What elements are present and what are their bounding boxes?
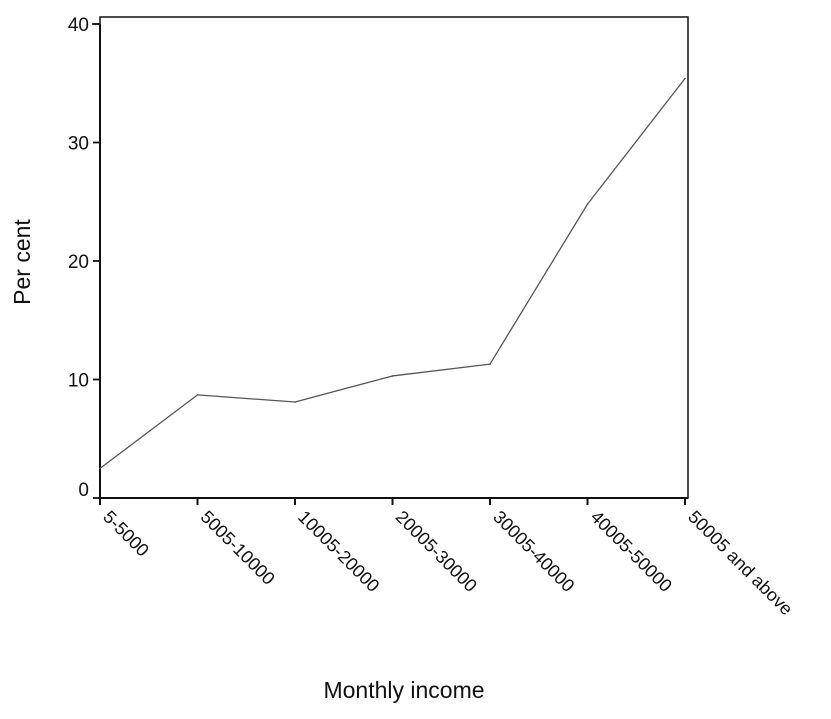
- x-tick-label: 30005-40000: [489, 507, 578, 596]
- y-tick-label: 0: [78, 480, 89, 501]
- y-tick-label: 30: [68, 134, 89, 155]
- data-point: [196, 394, 199, 396]
- x-tick-label: 5-5000: [99, 507, 153, 561]
- x-tick-label: 50005 and above: [684, 507, 797, 620]
- x-tick-label: 20005-30000: [392, 507, 481, 596]
- x-axis: 5-5000 5005-10000 10005-20000 20005-30000 30…: [99, 497, 797, 620]
- x-tick-label: 5005-10000: [197, 507, 279, 589]
- data-point: [99, 467, 101, 470]
- x-axis-title: Monthly income: [323, 677, 484, 703]
- data-point: [294, 401, 296, 403]
- y-tick-label: 20: [68, 252, 89, 273]
- series-line: [99, 78, 686, 469]
- y-tick-label: 10: [68, 371, 89, 392]
- x-tick-label: 10005-20000: [294, 507, 383, 596]
- x-tick-label: 40005-50000: [587, 507, 676, 596]
- plot-frame: [99, 16, 689, 499]
- y-tick-label: 40: [68, 15, 89, 36]
- data-point: [586, 203, 589, 205]
- data-point: [391, 375, 394, 377]
- y-axis: 0 10 20 30 40: [68, 15, 101, 501]
- series-layer: [99, 77, 686, 470]
- data-point: [489, 363, 491, 365]
- data-point: [684, 77, 686, 80]
- y-axis-title: Per cent: [9, 219, 35, 305]
